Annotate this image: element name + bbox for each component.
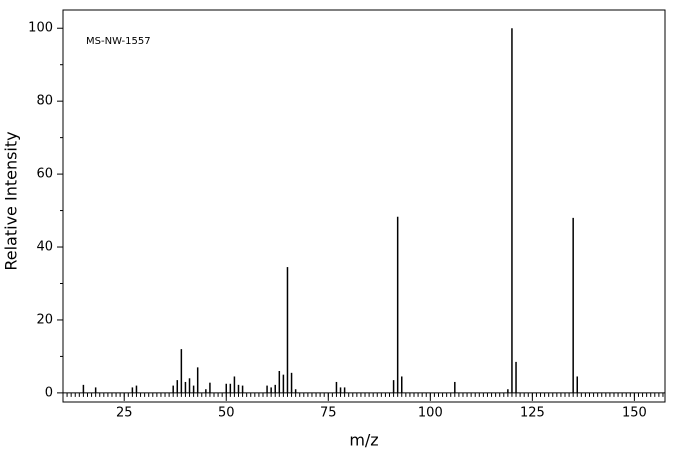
chart-title: MS-NW-1557 xyxy=(86,36,151,47)
x-tick-label: 50 xyxy=(218,405,235,420)
y-tick-label: 0 xyxy=(45,385,53,400)
y-tick-label: 100 xyxy=(28,21,53,36)
y-tick-label: 80 xyxy=(36,94,53,109)
y-tick-label: 60 xyxy=(36,167,53,182)
x-tick-label: 100 xyxy=(418,405,443,420)
x-tick-label: 75 xyxy=(320,405,337,420)
x-tick-label: 25 xyxy=(116,405,133,420)
y-tick-label: 40 xyxy=(36,240,53,255)
y-tick-label: 20 xyxy=(36,312,53,327)
x-axis-label: m/z xyxy=(349,431,378,450)
y-axis-label: Relative Intensity xyxy=(2,131,21,270)
x-tick-label: 125 xyxy=(520,405,545,420)
x-tick-label: 150 xyxy=(622,405,647,420)
plot-frame xyxy=(62,9,666,403)
